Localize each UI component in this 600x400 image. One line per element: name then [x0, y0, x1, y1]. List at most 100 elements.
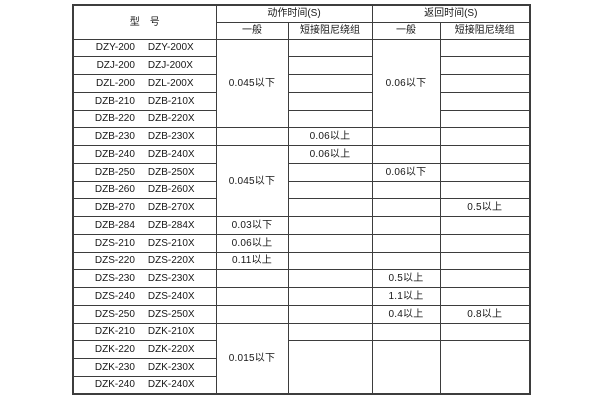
empty-cell [439, 340, 531, 395]
table-row: DZJ-200 DZJ-200X [72, 56, 531, 75]
return-damping-value: 0.5以上 [439, 198, 531, 217]
model-cell: DZS-220 DZS-220X [72, 251, 217, 271]
model-name: DZK-210 [94, 326, 135, 338]
empty-cell [287, 304, 373, 324]
empty-cell [371, 233, 441, 253]
table-row: DZB-270 DZB-270X 0.5以上 [72, 198, 531, 217]
table-row: DZS-240 DZS-240X 1.1以上 [72, 287, 531, 306]
empty-cell [439, 216, 531, 235]
empty-cell [287, 162, 373, 182]
action-general-value: 0.11以上 [215, 251, 289, 271]
empty-cell [287, 322, 373, 342]
table-row: DZK-240 DZK-240X [72, 375, 530, 395]
empty-cell [371, 340, 441, 395]
model-name-x: DZS-230X [147, 273, 195, 285]
return-general-value: 1.1以上 [371, 287, 441, 306]
model-name-x: DZB-270X [147, 202, 195, 214]
model-cell: DZK-210 DZK-210X [72, 322, 217, 342]
model-cell: DZK-220 DZK-220X [72, 340, 217, 359]
empty-cell [287, 251, 373, 271]
empty-cell [439, 38, 531, 58]
header-action-damping: 短接阻尼绕组 [287, 21, 373, 40]
model-cell: DZB-240 DZB-240X [72, 145, 217, 164]
model-name-x: DZB-260X [147, 184, 195, 196]
empty-cell [439, 74, 531, 93]
empty-cell [287, 56, 373, 75]
model-cell: DZJ-200 DZJ-200X [72, 56, 217, 75]
table-row: DZL-200 DZL-200X [72, 74, 531, 93]
model-name-x: DZK-220X [147, 344, 195, 356]
relay-timing-table: 型 号 动作时间(S) 返回时间(S) 一般 短接阻尼绕组 一般 短接阻尼绕组 … [72, 4, 531, 395]
empty-cell [439, 127, 531, 146]
empty-cell [287, 269, 373, 288]
empty-cell [371, 145, 441, 164]
empty-cell [439, 322, 531, 342]
empty-cell [371, 216, 441, 235]
model-cell: DZB-210 DZB-210X [72, 91, 217, 111]
empty-cell [287, 74, 373, 93]
model-cell: DZS-210 DZS-210X [72, 233, 217, 253]
model-cell: DZB-220 DZB-220X [72, 109, 217, 129]
header-action-general: 一般 [215, 21, 289, 40]
empty-cell [439, 287, 531, 306]
model-cell: DZS-240 DZS-240X [72, 287, 217, 306]
model-cell: DZS-230 DZS-230X [72, 269, 217, 288]
empty-cell [287, 180, 373, 200]
empty-cell [215, 269, 289, 288]
model-name-x: DZB-210X [147, 95, 195, 107]
empty-cell [439, 233, 531, 253]
action-general-value: 0.015以下 [215, 322, 289, 395]
model-name-x: DZJ-200X [147, 60, 193, 72]
empty-cell [287, 216, 373, 235]
return-general-value: 0.06以下 [371, 38, 441, 129]
model-cell: DZL-200 DZL-200X [72, 74, 217, 93]
model-cell: DZK-230 DZK-230X [72, 358, 217, 377]
table-row: DZB-230 DZB-230X 0.06以上 [72, 127, 531, 146]
empty-cell [371, 127, 441, 146]
model-cell: DZK-240 DZK-240X [72, 375, 217, 395]
model-name-x: DZY-200X [147, 42, 194, 54]
table-row: DZS-230 DZS-230X 0.5以上 [72, 269, 531, 288]
model-name: DZS-220 [94, 255, 135, 267]
return-general-value: 0.4以上 [371, 304, 441, 324]
empty-cell [287, 198, 373, 217]
empty-cell [287, 38, 373, 58]
model-name-x: DZB-240X [147, 148, 195, 160]
model-name: DZB-230 [94, 131, 135, 143]
table-row: DZB-240 DZB-240X 0.045以下 0.06以上 [72, 145, 531, 217]
empty-cell [287, 91, 373, 111]
model-cell: DZY-200 DZY-200X [72, 38, 217, 58]
action-damping-value: 0.06以上 [287, 127, 373, 146]
action-general-value: 0.03以下 [215, 216, 289, 235]
action-damping-value: 0.06以上 [287, 145, 373, 164]
empty-cell [439, 56, 531, 75]
empty-cell [371, 251, 441, 271]
model-cell: DZB-230 DZB-230X [72, 127, 217, 146]
model-name-x: DZS-220X [147, 255, 195, 267]
empty-cell [439, 91, 531, 111]
empty-cell [287, 287, 373, 306]
empty-cell [371, 180, 441, 200]
model-name: DZS-230 [94, 273, 135, 285]
model-cell: DZB-250 DZB-250X [72, 162, 217, 182]
header-row-2: 一般 短接阻尼绕组 一般 短接阻尼绕组 [73, 21, 531, 40]
table-row: DZY-200 DZY-200X 0.045以下 0.06以下 [72, 38, 531, 129]
empty-cell [439, 269, 531, 288]
empty-cell [215, 127, 289, 146]
model-name-x: DZB-250X [147, 166, 195, 178]
return-damping-value: 0.8以上 [439, 304, 531, 324]
empty-cell [215, 304, 289, 324]
model-cell: DZS-250 DZS-250X [72, 304, 217, 324]
action-general-value: 0.045以下 [215, 38, 289, 129]
table-row: DZS-250 DZS-250X 0.4以上 0.8以上 [72, 304, 531, 324]
empty-cell [287, 340, 373, 395]
header-row-1: 型 号 动作时间(S) 返回时间(S) [72, 4, 531, 40]
table-row: DZB-220 DZB-220X [72, 109, 531, 129]
empty-cell [439, 180, 531, 200]
header-return-general: 一般 [371, 21, 441, 40]
header-action-time: 动作时间(S) [215, 4, 373, 23]
empty-cell [439, 109, 531, 129]
action-general-value: 0.045以下 [215, 145, 289, 217]
model-name: DZB-284 [94, 219, 135, 231]
model-name: DZS-250 [94, 308, 135, 320]
